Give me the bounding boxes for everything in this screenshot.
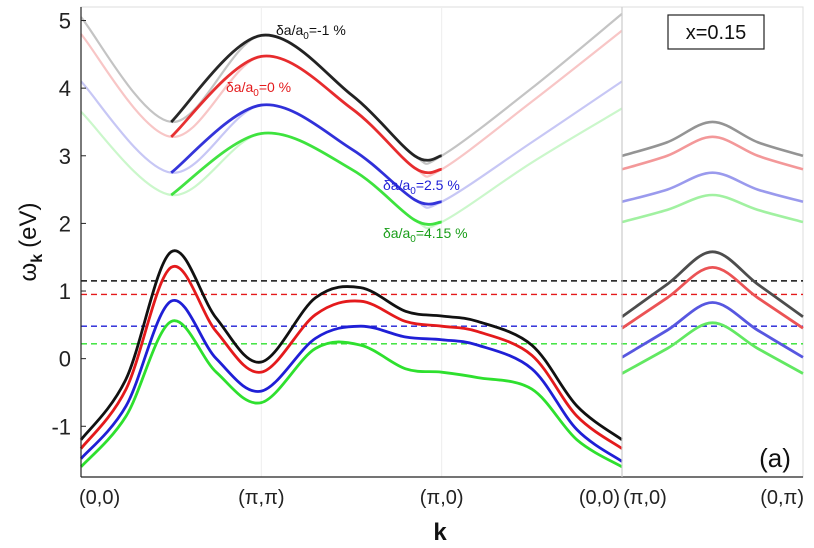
- upper-band-main-strong-0: [170, 33, 442, 162]
- series-label-minus1: δa/a0=-1 %: [276, 22, 346, 42]
- x-tick-label-main: (π,π): [238, 487, 284, 509]
- lower-band-main-0: [79, 249, 623, 441]
- y-axis-label-sub: k: [29, 254, 46, 263]
- x-tick-label-main: (0,0): [79, 487, 120, 509]
- series-label-2p5: δa/a0=2.5 %: [383, 177, 460, 197]
- y-axis-ticks: -1 0 1 2 3 4 5: [51, 9, 86, 439]
- series-label-4p15: δa/a0=4.15 %: [383, 225, 468, 245]
- upper-band-main-1: [80, 29, 623, 178]
- x-value-box: x=0.15: [667, 14, 765, 50]
- plot-frame-main: [80, 6, 623, 478]
- y-tick-label: 3: [59, 144, 71, 169]
- y-tick-label: 2: [59, 211, 71, 236]
- upper-band-main-strong-2: [170, 103, 442, 206]
- lower-band-main-3: [79, 319, 623, 469]
- lower-band-inset-0: [621, 250, 804, 318]
- plot-frame-inset: [621, 6, 804, 478]
- y-tick-label: -1: [51, 414, 71, 439]
- upper-band-inset-1: [621, 135, 804, 171]
- lower-band-inset-2: [621, 301, 804, 359]
- y-tick-label: 0: [59, 347, 71, 372]
- x-axis-ticks: (0,0) (π,π) (π,0) (0,0) (π,0) (0,π): [79, 487, 804, 509]
- upper-band-inset-0: [621, 120, 804, 158]
- panel-label: (a): [759, 443, 791, 473]
- lower-band-main-1: [79, 264, 623, 450]
- dispersion-curves: [79, 12, 804, 469]
- y-axis-label-main: ω: [15, 263, 42, 282]
- upper-band-main-strong-3: [170, 131, 442, 226]
- upper-band-main-2: [80, 80, 623, 209]
- x-tick-label-inset: (π,0): [623, 487, 667, 509]
- y-tick-label: 5: [59, 9, 71, 34]
- lower-band-inset-3: [621, 321, 804, 375]
- lower-band-inset-1: [621, 265, 804, 330]
- upper-band-main-strong-1: [170, 54, 442, 175]
- x-value-box-frame: [667, 14, 765, 50]
- x-value-text: x=0.15: [686, 22, 747, 44]
- y-axis-label: ωk (eV): [15, 203, 46, 282]
- upper-band-inset-3: [621, 193, 804, 224]
- y-axis-label-unit: (eV): [15, 203, 42, 248]
- x-tick-label-main: (π,0): [420, 487, 464, 509]
- lower-band-main-2: [79, 299, 623, 463]
- x-tick-label-main: (0,0): [579, 487, 620, 509]
- series-label-0: δa/a0=0 %: [226, 79, 291, 99]
- x-tick-label-inset: (0,π): [760, 487, 804, 509]
- y-tick-label: 4: [59, 76, 71, 101]
- x-axis-label: k: [433, 519, 447, 546]
- upper-band-inset-2: [621, 171, 804, 204]
- upper-band-main-0: [80, 12, 623, 165]
- axes: [80, 7, 803, 478]
- y-tick-label: 1: [59, 279, 71, 304]
